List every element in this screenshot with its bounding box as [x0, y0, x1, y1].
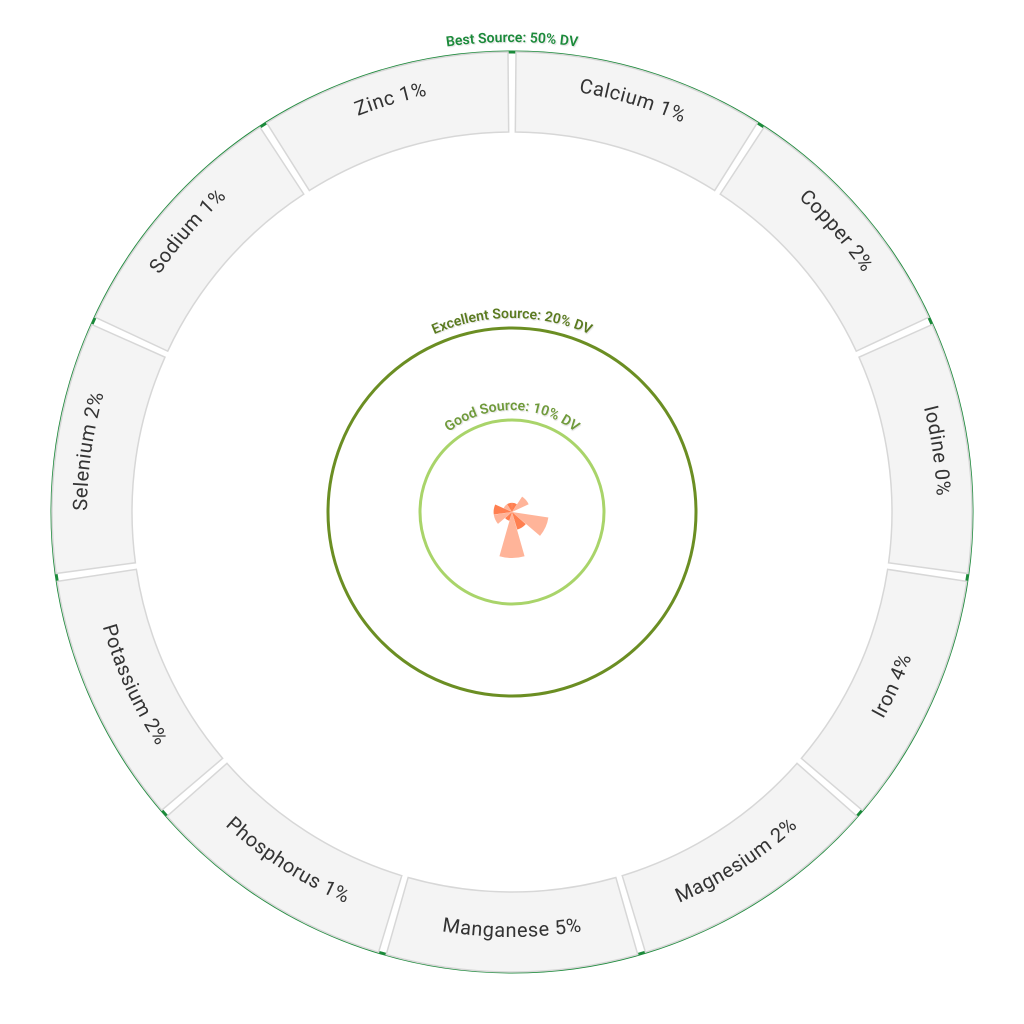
label-segment-iodine[interactable] — [859, 325, 972, 574]
source-ring-label-20: Excellent Source: 20% DV — [430, 306, 596, 338]
label-segment-selenium[interactable] — [52, 325, 165, 574]
source-ring-label-50: Best Source: 50% DV — [445, 30, 580, 51]
label-segment-zinc[interactable] — [267, 52, 509, 191]
mineral-polar-chart: Good Source: 10% DV Excellent Source: 20%… — [0, 0, 1024, 1024]
label-segment-copper[interactable] — [720, 127, 929, 351]
source-ring-label-10: Good Source: 10% DV — [442, 398, 583, 436]
label-segment-calcium[interactable] — [515, 52, 757, 191]
label-segment-sodium[interactable] — [95, 127, 304, 351]
